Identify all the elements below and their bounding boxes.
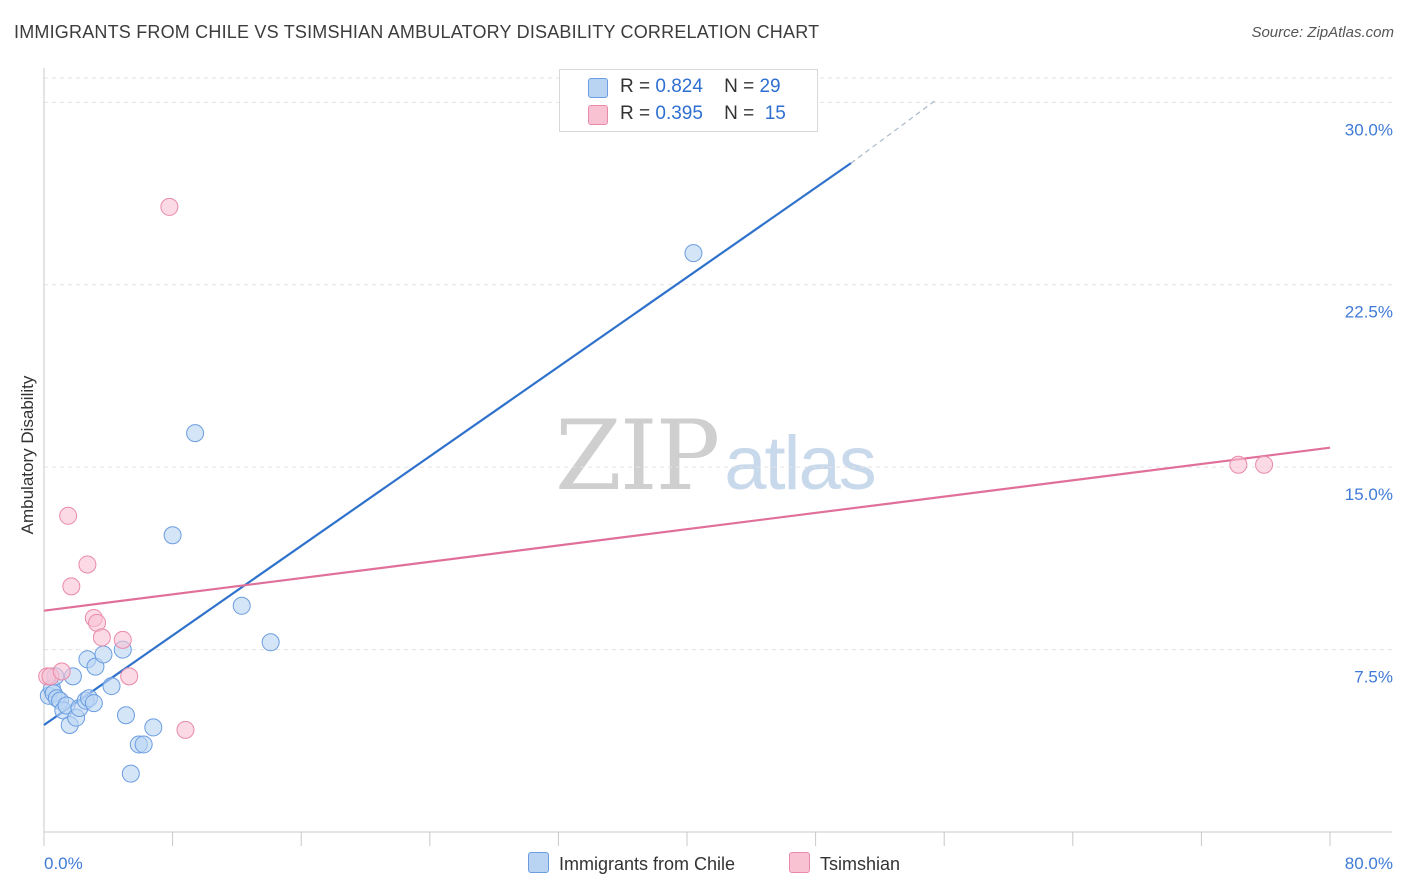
chile-trend-extension: [850, 99, 937, 164]
series-name-chile: Immigrants from Chile: [559, 854, 736, 874]
source-label: Source: ZipAtlas.com: [1251, 24, 1394, 41]
series-legend-tsimshian: Tsimshian: [789, 852, 900, 875]
y-tick-label: 15.0%: [1345, 485, 1393, 504]
watermark-atlas: atlas: [724, 421, 877, 506]
chile-point: [232, 596, 251, 615]
tsimshian-point: [78, 555, 97, 574]
chile-point: [163, 526, 182, 545]
y-tick-label: 30.0%: [1345, 120, 1393, 139]
tsimshian-point: [1255, 455, 1274, 474]
series-swatch-tsimshian: [789, 852, 810, 873]
tick-labels: 7.5% 15.0% 22.5% 30.0% 0.0% 80.0%: [44, 120, 1393, 873]
tsimshian-point: [62, 577, 81, 596]
tsimshian-point: [160, 197, 179, 216]
chile-point: [684, 244, 703, 263]
trend-lines: [43, 99, 1331, 726]
legend-r-label: R =: [620, 76, 651, 97]
legend-n-label: N =: [724, 103, 755, 124]
series-swatch-chile: [528, 852, 549, 873]
chile-point: [94, 645, 113, 664]
chile-point: [144, 718, 163, 737]
chart-title: IMMIGRANTS FROM CHILE VS TSIMSHIAN AMBUL…: [14, 22, 820, 42]
y-tick-label: 22.5%: [1345, 303, 1393, 322]
tsimshian-point: [113, 630, 132, 649]
chile-point: [121, 764, 140, 783]
watermark-zip: ZIP: [555, 400, 720, 512]
series-name-tsimshian: Tsimshian: [820, 854, 901, 874]
chile-point: [84, 694, 103, 713]
tsimshian-point: [176, 720, 195, 739]
y-tick-label: 7.5%: [1354, 668, 1393, 687]
data-points: [38, 197, 1274, 783]
x-tick-label-min: 0.0%: [44, 854, 83, 873]
chile-trend-line: [43, 162, 852, 726]
series-legend-chile: Immigrants from Chile: [528, 852, 735, 875]
axes: [43, 68, 1392, 846]
chile-point: [102, 677, 121, 696]
legend-swatch-tsimshian: [588, 105, 608, 125]
chile-point: [116, 706, 135, 725]
chile-point: [134, 735, 153, 754]
tsimshian-trend-line: [43, 446, 1331, 612]
legend-r-label: R =: [620, 103, 651, 124]
legend-swatch-chile: [588, 78, 608, 98]
tsimshian-point: [52, 662, 71, 681]
chile-point: [261, 633, 280, 652]
gridlines: [44, 77, 1392, 651]
tsimshian-point: [59, 506, 78, 525]
tsimshian-point: [92, 628, 111, 647]
legend-r-value-chile: 0.824: [655, 76, 703, 97]
legend-n-value-chile: 29: [759, 76, 781, 97]
x-tick-label-max: 80.0%: [1345, 854, 1393, 873]
tsimshian-point: [1229, 455, 1248, 474]
correlation-legend: R = 0.824 N = 29 R = 0.395 N = 15: [559, 69, 818, 132]
chile-point: [186, 424, 205, 443]
legend-n-value-tsimshian: 15: [764, 103, 786, 124]
legend-r-value-tsimshian: 0.395: [655, 103, 703, 124]
watermark: ZIPatlas: [555, 400, 877, 512]
legend-n-label: N =: [724, 76, 755, 97]
tsimshian-point: [120, 667, 139, 686]
